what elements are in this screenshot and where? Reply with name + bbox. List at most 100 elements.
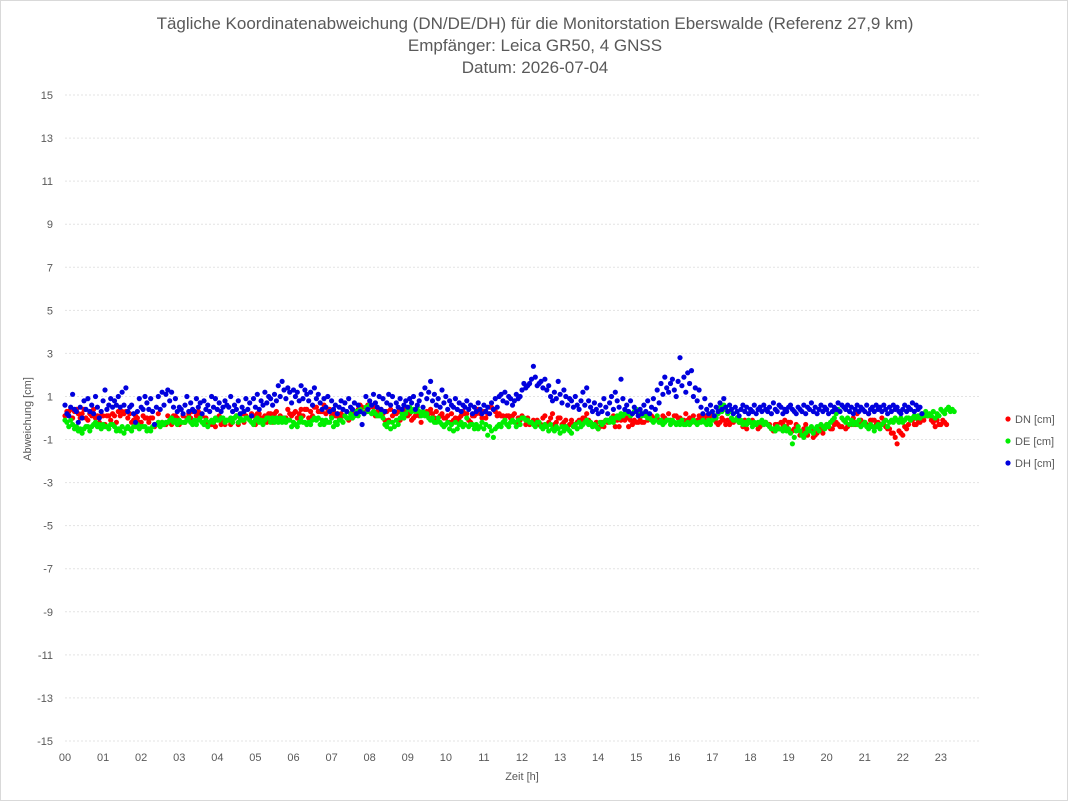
data-point (308, 421, 314, 428)
data-point (330, 406, 337, 412)
data-point (890, 402, 896, 408)
data-point (770, 400, 777, 406)
data-point (144, 415, 150, 421)
data-point (125, 408, 131, 415)
legend-marker (1005, 460, 1011, 466)
data-point (866, 426, 872, 432)
data-point (435, 396, 441, 402)
data-point (601, 396, 607, 402)
data-point (134, 408, 140, 415)
data-point (256, 406, 262, 412)
x-tick-label: 18 (744, 752, 756, 764)
data-point (264, 400, 270, 406)
data-point (487, 411, 493, 417)
data-point (723, 421, 729, 428)
data-point (386, 391, 392, 397)
data-point (570, 404, 577, 410)
data-point (538, 378, 544, 384)
data-point (738, 406, 744, 412)
data-point (214, 406, 220, 412)
data-point (542, 376, 548, 382)
y-tick-label: -15 (37, 736, 53, 748)
data-point (203, 406, 209, 412)
data-point (121, 402, 127, 408)
data-point (675, 378, 681, 384)
data-point (521, 380, 527, 387)
data-point (641, 419, 647, 425)
data-point (685, 370, 691, 376)
x-tick-label: 14 (592, 752, 604, 764)
y-tick-label: -9 (43, 607, 53, 619)
data-point (664, 385, 670, 391)
data-point (418, 413, 424, 419)
data-point (721, 396, 727, 402)
data-point (391, 408, 397, 415)
data-point (658, 380, 664, 387)
y-tick-label: 13 (41, 133, 53, 145)
data-point (479, 415, 485, 421)
data-point (245, 406, 251, 412)
data-point (273, 415, 279, 421)
data-point (94, 404, 100, 410)
data-point (309, 402, 316, 408)
data-point (319, 417, 325, 423)
data-point (308, 408, 314, 415)
data-point (197, 400, 203, 406)
data-point (64, 419, 70, 425)
data-point (932, 424, 938, 430)
data-point (439, 411, 445, 417)
data-point (730, 411, 737, 417)
data-point (900, 406, 906, 412)
data-point (704, 421, 710, 428)
data-point (744, 426, 750, 432)
data-point (300, 396, 306, 402)
data-point (553, 419, 559, 425)
data-point (616, 404, 622, 410)
data-point (218, 408, 224, 415)
data-point (658, 417, 664, 423)
data-point (447, 398, 453, 404)
data-point (709, 417, 716, 423)
data-point (654, 387, 660, 393)
x-tick-label: 02 (135, 752, 147, 764)
data-point (671, 387, 677, 393)
data-point (172, 417, 178, 423)
data-point (532, 424, 538, 430)
data-point (803, 411, 809, 417)
data-point (367, 398, 373, 404)
data-point (193, 421, 199, 428)
data-point (119, 389, 125, 395)
y-tick-label: 15 (41, 90, 53, 102)
legend-label: DE [cm] (1015, 436, 1054, 448)
data-point (500, 398, 506, 404)
data-point (530, 363, 537, 369)
data-point (285, 385, 291, 391)
data-point (753, 411, 759, 417)
data-point (568, 430, 575, 436)
data-point (464, 411, 470, 417)
data-point (627, 398, 634, 404)
data-point (87, 408, 93, 415)
data-point (106, 426, 112, 432)
data-point (610, 406, 617, 412)
data-point (121, 430, 127, 436)
data-point (633, 408, 639, 415)
data-point (557, 415, 563, 421)
data-point (789, 441, 796, 447)
data-point (641, 402, 647, 408)
data-point (690, 413, 697, 419)
data-point (542, 413, 548, 419)
data-point (315, 415, 321, 421)
data-point (605, 411, 611, 417)
data-point (115, 408, 121, 415)
data-point (944, 421, 950, 428)
data-point (448, 421, 455, 428)
data-point (454, 426, 460, 432)
data-point (494, 404, 500, 410)
data-point (346, 396, 352, 402)
data-point (102, 387, 108, 393)
data-point (136, 396, 142, 402)
data-point (113, 419, 119, 425)
data-point (772, 428, 778, 434)
